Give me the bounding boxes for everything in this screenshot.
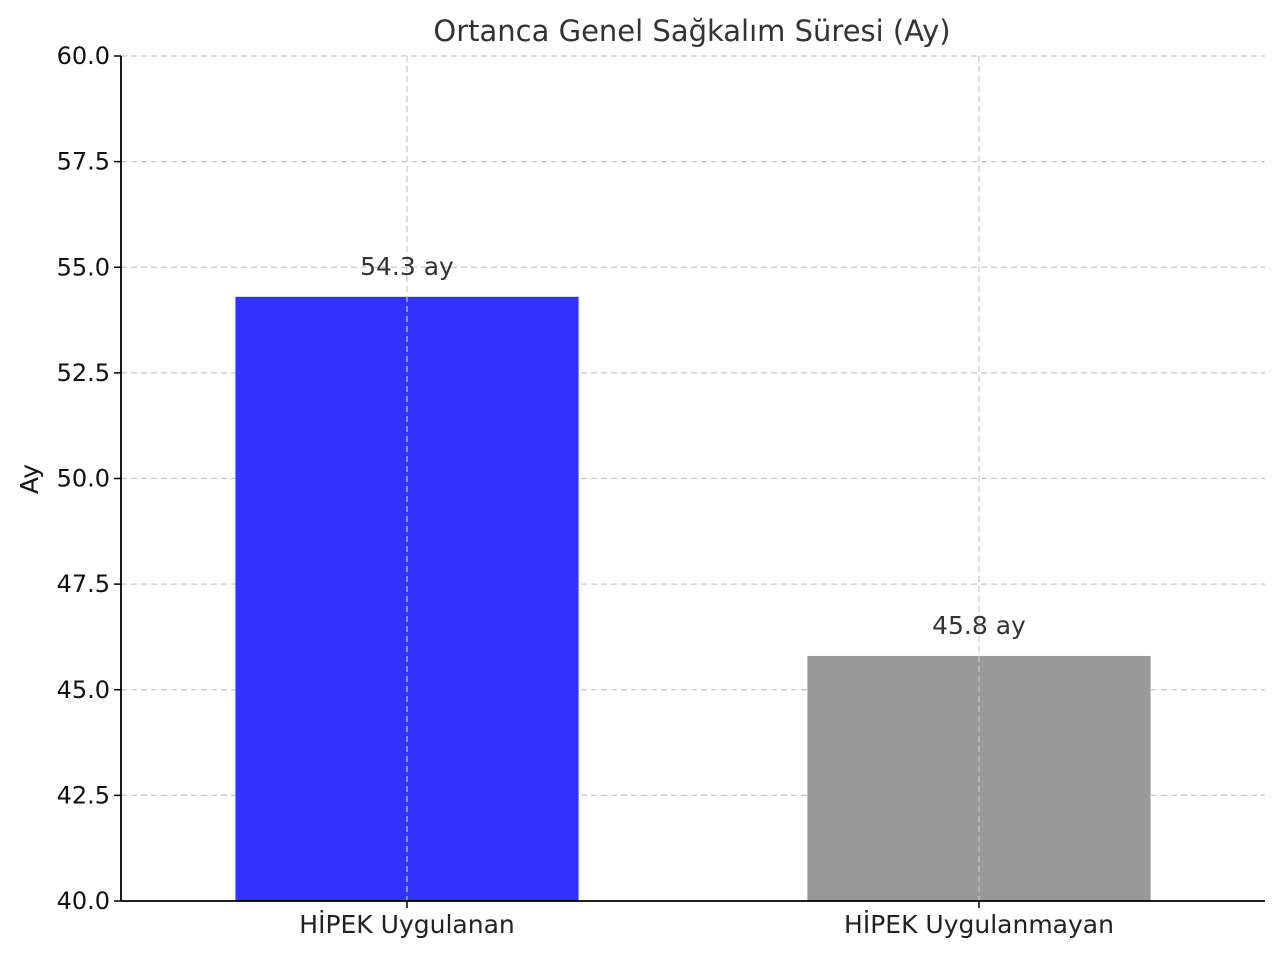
vertical-grid-lines: [406, 56, 980, 901]
y-tick-label: 42.5: [57, 781, 110, 809]
x-tick-label: HİPEK Uygulanan: [299, 910, 514, 939]
y-tick-label: 50.0: [57, 465, 110, 493]
chart-title: Ortanca Genel Sağkalım Süresi (Ay): [433, 14, 950, 48]
y-tick-label: 60.0: [57, 42, 110, 70]
y-tick-label: 40.0: [57, 887, 110, 915]
bars: [235, 296, 1151, 901]
y-axis-label: Ay: [15, 464, 44, 494]
data-label: 54.3 ay: [360, 252, 454, 281]
x-tick-label: HİPEK Uygulanmayan: [844, 910, 1114, 939]
data-label: 45.8 ay: [932, 611, 1026, 640]
labels: 40.0 42.5 45.0 47.5 50.0 52.5 55.0 57.5 60.0 HİPE…: [57, 42, 1114, 939]
y-tick-label: 47.5: [57, 570, 110, 598]
y-tick-label: 55.0: [57, 253, 110, 281]
y-tick-label: 57.5: [57, 148, 110, 176]
y-tick-label: 45.0: [57, 676, 110, 704]
axes: [114, 55, 1265, 908]
y-tick-label: 52.5: [57, 359, 110, 387]
